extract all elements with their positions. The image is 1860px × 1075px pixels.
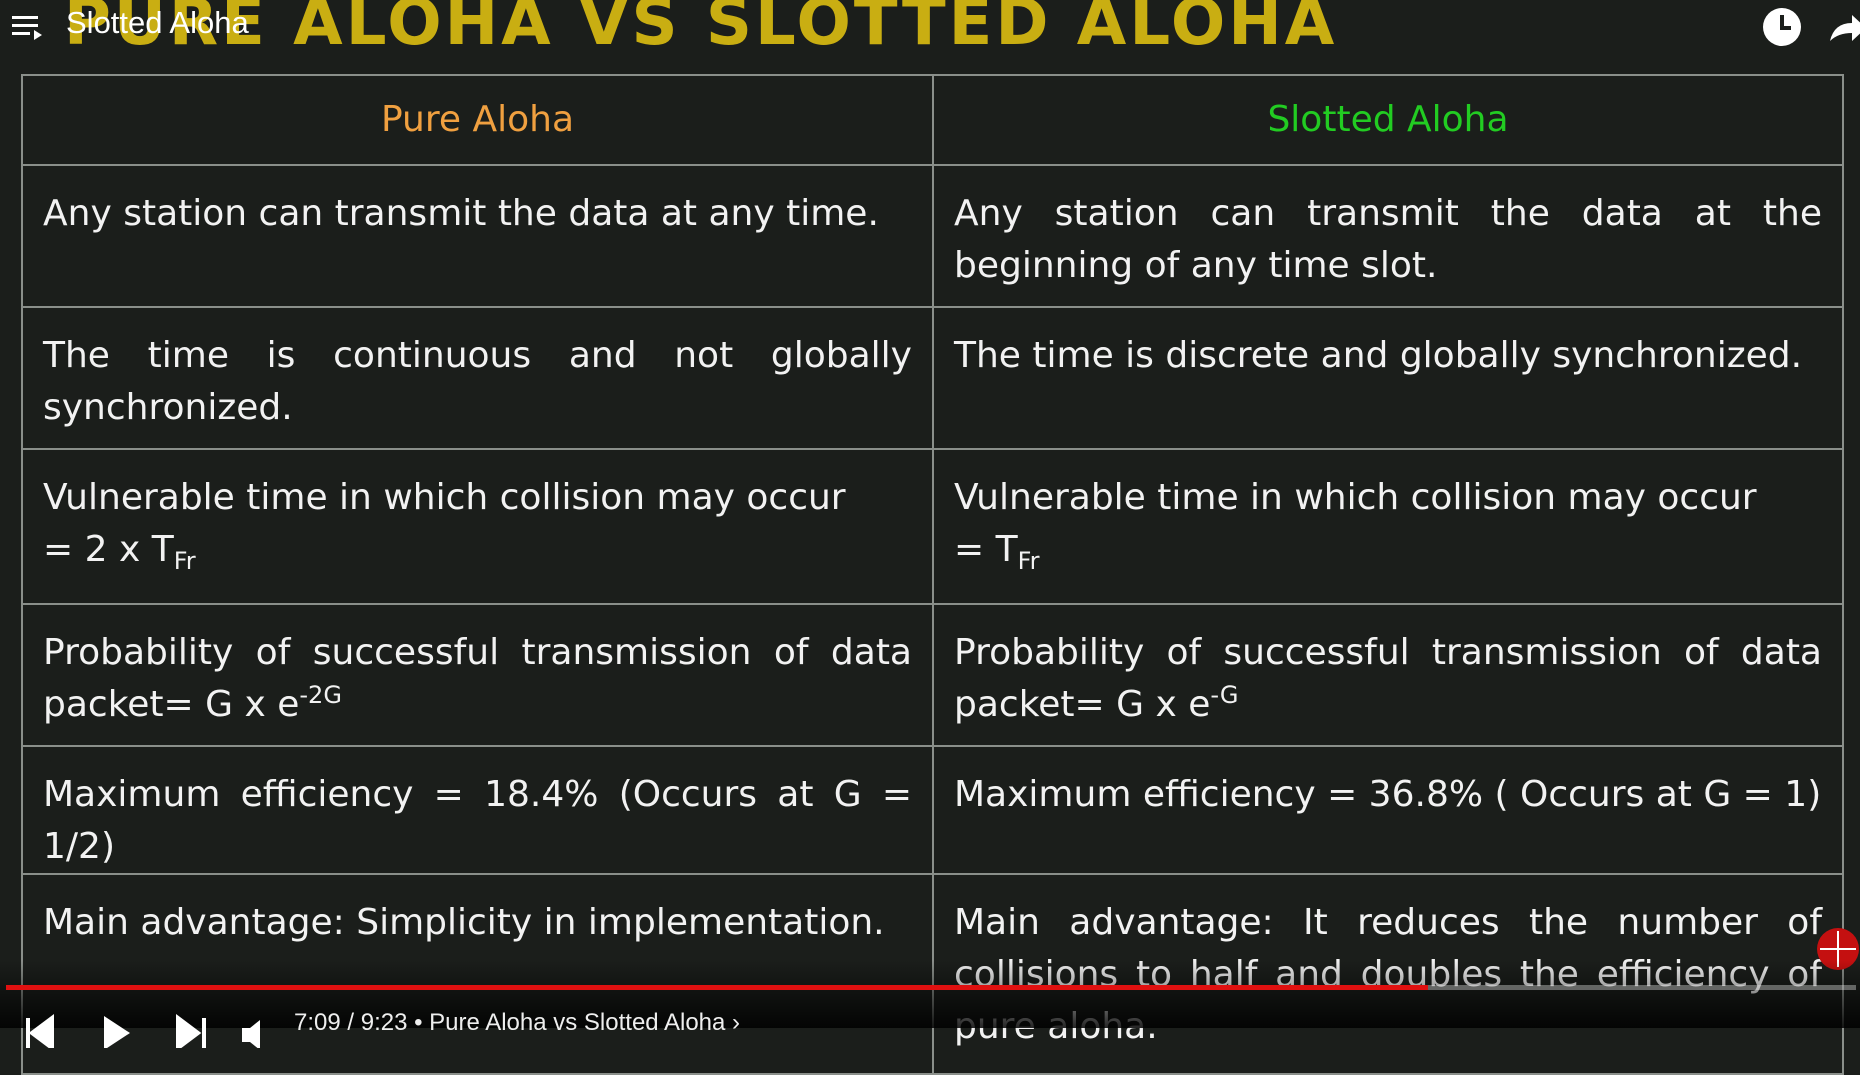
cell-formula: = TFr [954, 529, 1040, 576]
table-cell: The time is continuous and not globally … [21, 306, 934, 450]
column-header: Pure Aloha [21, 74, 934, 166]
cell-text: Maximum efficiency = 36.8% ( Occurs at G… [954, 774, 1822, 815]
time-info: 7:09 / 9:23 • Pure Aloha vs Slotted Aloh… [294, 1009, 741, 1036]
table-cell: Maximum efficiency = 18.4% (Occurs at G … [21, 745, 934, 875]
play-button[interactable] [104, 1016, 130, 1048]
cell-formula: = 2 x TFr [43, 529, 196, 576]
cell-text: Vulnerable time in which collision may o… [43, 477, 846, 518]
table-row: Any station can transmit the data at any… [21, 164, 1844, 308]
slide-title: Pure Aloha vs Slotted Aloha [64, 0, 1338, 60]
share-icon[interactable] [1826, 5, 1860, 49]
cell-text: Maximum efficiency = 18.4% (Occurs at G … [43, 774, 912, 867]
cell-text: Any station can transmit the data at the… [954, 193, 1822, 286]
video-title[interactable]: Slotted Aloha [66, 5, 249, 40]
playback-controls [26, 1014, 260, 1048]
progress-played [6, 985, 1428, 990]
subscript: Fr [1017, 547, 1040, 576]
cell-text: Vulnerable time in which collision may o… [954, 477, 1757, 518]
table-row: Vulnerable time in which collision may o… [21, 448, 1844, 605]
column-header: Slotted Aloha [932, 74, 1844, 166]
cell-text: Any station can transmit the data at any… [43, 193, 879, 234]
table-cell: Any station can transmit the data at any… [21, 164, 934, 308]
next-button[interactable] [176, 1014, 206, 1048]
table-row: Maximum efficiency = 18.4% (Occurs at G … [21, 745, 1844, 875]
top-bar: Slotted Aloha [0, 0, 1860, 56]
volume-button[interactable] [242, 1020, 260, 1048]
table-cell: The time is discrete and globally synchr… [932, 306, 1844, 450]
control-bar: 7:09 / 9:23 • Pure Aloha vs Slotted Aloh… [0, 960, 1860, 1048]
table-cell: Any station can transmit the data at the… [932, 164, 1844, 308]
cell-text: The time is continuous and not globally … [43, 335, 912, 428]
table-row: The time is continuous and not globally … [21, 306, 1844, 450]
cell-text: The time is discrete and globally synchr… [954, 335, 1803, 376]
cell-text: Probability of successful transmission o… [954, 632, 1822, 725]
table-row: Probability of successful transmission o… [21, 603, 1844, 747]
cell-text: Probability of successful transmission o… [43, 632, 912, 725]
cell-text: Main advantage: Simplicity in implementa… [43, 902, 885, 943]
cursor-indicator [1817, 928, 1859, 970]
table-cell: Vulnerable time in which collision may o… [21, 448, 934, 605]
comparison-table: Pure Aloha Slotted Aloha Any station can… [21, 74, 1844, 1075]
table-cell: Probability of successful transmission o… [21, 603, 934, 747]
table-cell: Probability of successful transmission o… [932, 603, 1844, 747]
subscript: Fr [173, 547, 196, 576]
superscript: -2G [299, 681, 342, 709]
superscript: -G [1210, 681, 1239, 709]
previous-button[interactable] [26, 1014, 54, 1048]
table-cell: Vulnerable time in which collision may o… [932, 448, 1844, 605]
watch-later-icon[interactable] [1760, 5, 1804, 49]
table-cell: Maximum efficiency = 36.8% ( Occurs at G… [932, 745, 1844, 875]
menu-icon[interactable] [8, 8, 48, 48]
